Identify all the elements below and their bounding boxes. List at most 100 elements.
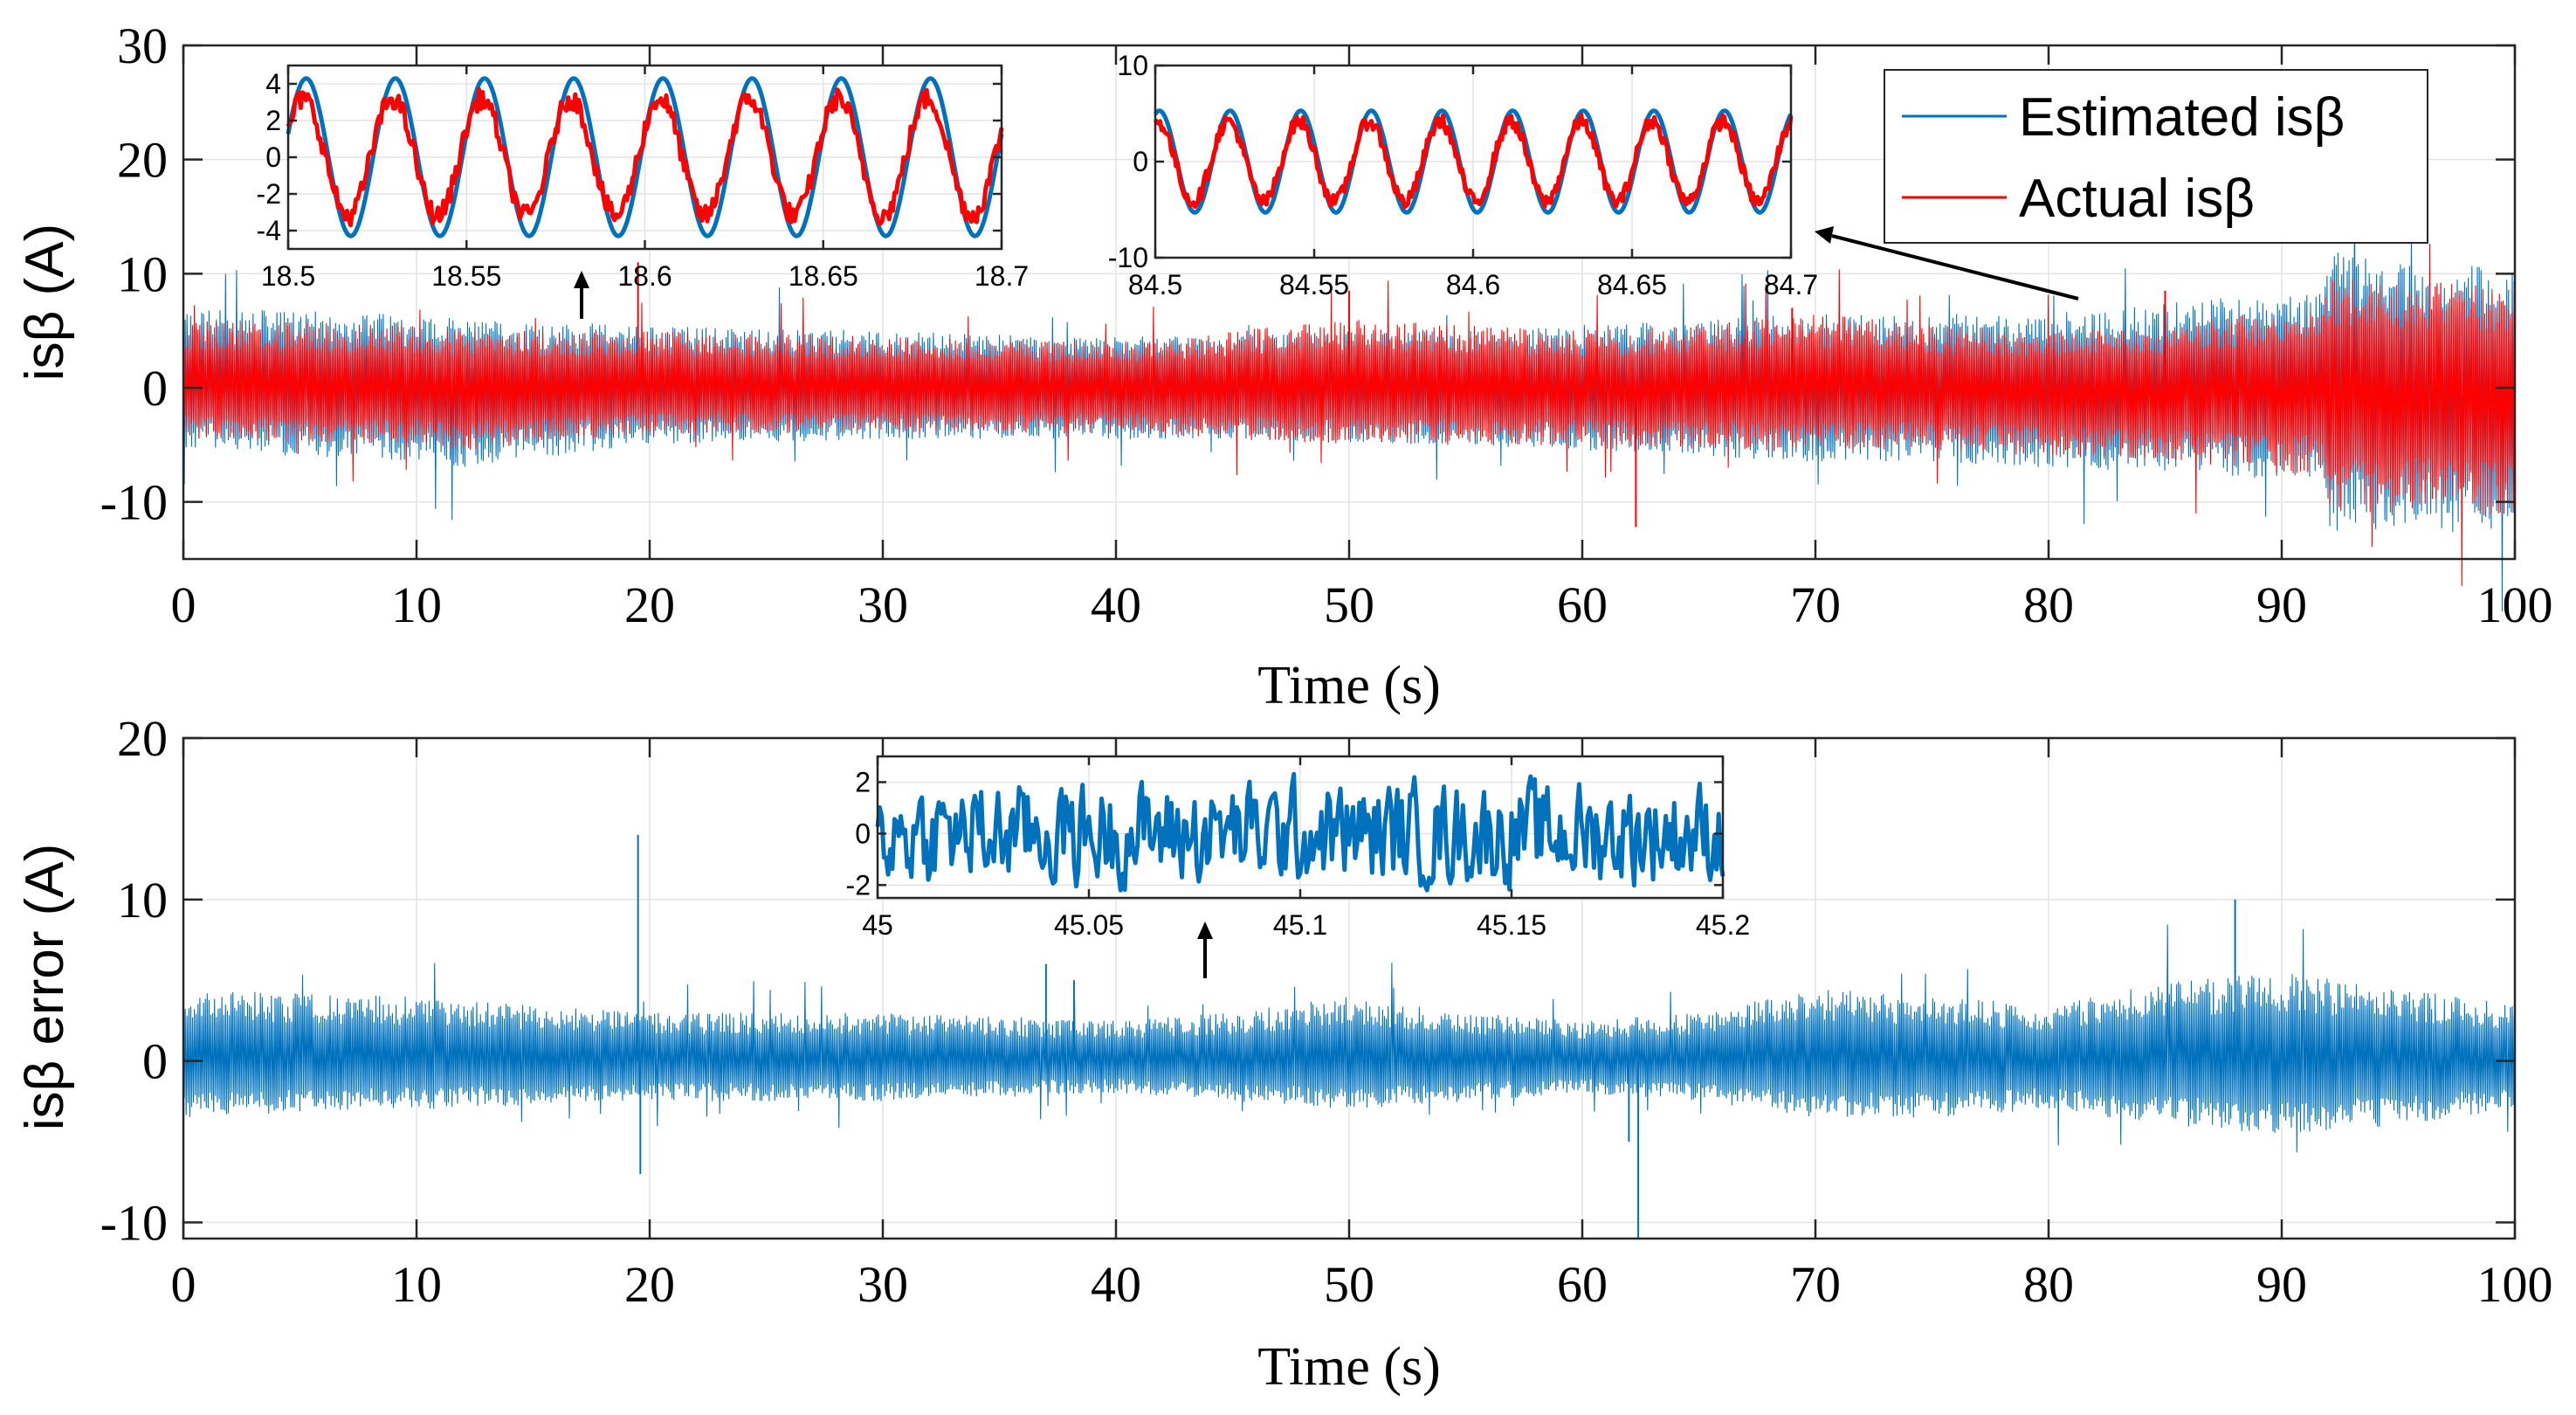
inset-a-y-tick-label: 4 [265,68,281,100]
top-x-tick-label: 20 [624,576,675,633]
inset-a-ticks [286,66,1003,249]
inset-c-y-tick-label: -2 [846,869,871,901]
inset-b-pointer-arrow [1815,226,2079,300]
top-y-tick-labels: -10 0 10 20 30 [100,17,168,531]
inset-a-x-tick-label: 18.5 [261,260,315,292]
bottom-x-axis-label: Time (s) [1257,1337,1441,1397]
legend-label-estimated: Estimated isβ [2019,87,2345,148]
bottom-x-tick-label: 20 [624,1256,675,1313]
bottom-series-layer [183,834,2515,1239]
inset-b-tick-labels: 84.5 84.55 84.6 84.65 84.7 -10 0 10 [1108,50,1818,300]
bottom-x-tick-label: 0 [171,1256,196,1313]
inset-b-arrow-shaft [1831,234,2079,300]
top-x-tick-label: 10 [391,576,442,633]
inset-a-series-actual-is [286,86,1004,228]
inset-c-y-tick-label: 2 [855,766,871,797]
bottom-series-is-error [183,924,2515,1153]
top-x-tick-label: 70 [1790,576,1841,633]
bottom-ticks [182,736,2517,1239]
inset-b-x-tick-label: 84.5 [1128,269,1182,300]
bottom-x-tick-label: 90 [2256,1256,2307,1313]
top-x-tick-labels: 0 10 20 30 40 50 60 70 80 90 100 [171,576,2553,633]
inset-a-x-tick-label: 18.65 [789,260,858,292]
inset-b-x-tick-label: 84.55 [1279,269,1349,300]
legend-box [1884,69,2428,244]
bottom-x-tick-label: 100 [2477,1256,2553,1313]
bottom-x-tick-label: 50 [1324,1256,1374,1313]
inset-b-x-tick-label: 84.7 [1764,269,1818,300]
top-y-tick-label: 30 [117,17,168,74]
bottom-y-axis-label: isβ error (A) [15,844,75,1130]
inset-c-x-tick-label: 45.05 [1054,909,1124,941]
inset-a-y-tick-label: 2 [265,105,281,136]
bottom-x-tick-label: 70 [1790,1256,1841,1313]
bottom-x-tick-label: 60 [1557,1256,1608,1313]
inset-b-y-tick-label: 10 [1117,50,1148,81]
inset-a-y-tick-label: 0 [265,142,281,173]
bottom-x-tick-label: 30 [858,1256,908,1313]
top-x-tick-label: 30 [858,576,908,633]
inset-c-series-is-error [875,771,1725,893]
top-x-tick-label: 0 [171,576,196,633]
inset-a-tick-labels: 18.5 18.55 18.6 18.65 18.7 -4 -2 0 2 4 [257,68,1030,292]
inset-c-series-layer [875,771,1725,893]
inset-a-y-tick-label: -4 [257,215,281,246]
bottom-y-tick-label: 10 [117,872,168,928]
top-y-tick-label: 0 [142,360,168,417]
inset-c-y-tick-label: 0 [855,818,871,849]
bottom-x-tick-label: 80 [2023,1256,2074,1313]
top-series-layer [183,169,2515,612]
bottom-x-tick-labels: 0 10 20 30 40 50 60 70 80 90 100 [171,1256,2553,1313]
top-x-tick-label: 100 [2477,576,2553,633]
inset-c-x-tick-label: 45.2 [1696,909,1750,941]
inset-b: 84.5 84.55 84.6 84.65 84.7 -10 0 10 [1108,50,2079,300]
inset-c-x-tick-label: 45.1 [1273,909,1327,941]
inset-c-ticks [876,756,1725,898]
inset-b-series-layer [1153,108,1794,215]
inset-a-pointer-arrow [574,271,589,319]
top-y-tick-label: 10 [117,245,168,302]
inset-b-series-actual-is [1153,112,1794,210]
inset-c: 45 45.05 45.1 45.15 45.2 -2 0 2 [846,755,1751,978]
inset-b-y-tick-label: -10 [1108,242,1148,273]
legend-label-actual: Actual isβ [2019,169,2255,229]
inset-c-arrow-head [1197,921,1213,939]
top-y-axis-label: isβ (A) [15,224,75,381]
top-x-tick-label: 50 [1324,576,1374,633]
inset-b-x-tick-label: 84.6 [1446,269,1500,300]
inset-a-arrow-head [574,271,589,288]
top-x-tick-label: 60 [1557,576,1608,633]
bottom-y-tick-label: 20 [117,710,168,767]
inset-c-tick-labels: 45 45.05 45.1 45.15 45.2 -2 0 2 [846,766,1751,941]
inset-a-y-tick-label: -2 [257,178,281,210]
bottom-x-tick-label: 10 [391,1256,442,1313]
top-x-tick-label: 80 [2023,576,2074,633]
inset-a-x-tick-label: 18.7 [975,260,1029,292]
bottom-y-tick-label: -10 [100,1195,168,1252]
top-x-tick-label: 90 [2256,576,2307,633]
inset-b-x-tick-label: 84.65 [1597,269,1667,300]
inset-c-x-tick-label: 45.15 [1477,909,1546,941]
inset-c-pointer-arrow [1197,921,1213,978]
bottom-x-tick-label: 40 [1091,1256,1141,1313]
inset-a-x-tick-label: 18.55 [431,260,501,292]
top-y-tick-label: 20 [117,132,168,189]
inset-b-y-tick-label: 0 [1133,146,1148,177]
inset-b-arrow-head [1815,226,1834,244]
top-ticks [182,44,2517,559]
top-x-axis-label: Time (s) [1257,656,1441,715]
inset-b-series-estimated-is [1153,108,1794,215]
top-y-tick-label: -10 [100,474,168,531]
inset-a: 18.5 18.55 18.6 18.65 18.7 -4 -2 0 2 4 [257,64,1030,319]
top-series-actual-is [183,243,2515,586]
bottom-y-tick-label: 0 [142,1033,168,1090]
inset-c-x-tick-label: 45 [862,909,893,941]
legend: Estimated isβ Actual isβ [1884,69,2428,244]
bottom-y-tick-labels: -10 0 10 20 [100,710,168,1252]
inset-a-x-tick-label: 18.6 [617,260,672,292]
inset-b-ticks [1154,64,1793,259]
inset-a-series-layer [286,76,1004,238]
